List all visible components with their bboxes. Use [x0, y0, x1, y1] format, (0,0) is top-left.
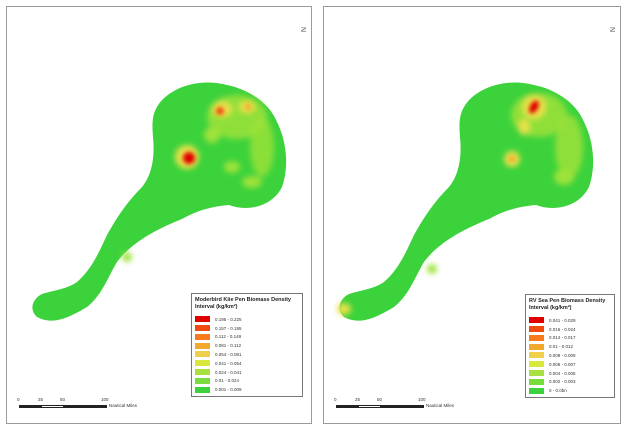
legend-rows: 0.195 - 0.225 0.157 - 0.195 0.112 - 0.149 0… — [195, 315, 299, 394]
density-fill-base — [32, 82, 287, 321]
legend-item: 0.008 - 0.009 — [529, 351, 611, 360]
legend-swatch — [529, 378, 544, 385]
legend-label: 0.014 - 0.017 — [549, 335, 576, 341]
legend-label: 0.041 - 0.029 — [549, 317, 576, 323]
legend-label: 0.01 - 0.024 — [215, 378, 240, 384]
legend-item: 0.002 - 0.003 — [529, 377, 611, 386]
legend-item: 0.016 - 0.024 — [529, 325, 611, 334]
scale-ticks: 0 25 50 100 — [332, 397, 462, 404]
legend-item: 0.081 - 0.112 — [195, 341, 299, 350]
scale-unit: Nautical Miles — [109, 403, 138, 408]
legend-label: 0.024 - 0.041 — [215, 369, 242, 375]
legend-swatch — [195, 386, 210, 393]
density-map-left — [32, 82, 287, 321]
legend-label: 0.195 - 0.225 — [215, 316, 242, 322]
scale-tick: 25 — [38, 397, 44, 402]
legend-item: 0.157 - 0.195 — [195, 324, 299, 333]
legend-item: 0.006 - 0.007 — [529, 360, 611, 369]
density-map-right — [337, 82, 594, 321]
legend-label: 0.081 - 0.112 — [215, 343, 242, 349]
legend-item: 0.024 - 0.041 — [195, 368, 299, 377]
legend-swatch — [529, 352, 544, 359]
legend-swatch — [195, 360, 210, 367]
legend-swatch — [195, 333, 210, 340]
legend-left: Moderbird Kiie Pen Biomass Density Inter… — [191, 293, 303, 398]
legend-item: 0.195 - 0.225 — [195, 315, 299, 324]
north-arrow: N — [608, 27, 615, 33]
legend-item: 0.01 - 0.024 — [195, 376, 299, 385]
legend-swatch — [195, 351, 210, 358]
legend-swatch — [529, 343, 544, 350]
legend-right: RV Sea Pen Biomass Density Interval (kg/… — [525, 294, 615, 399]
legend-label: 0.112 - 0.149 — [215, 334, 242, 340]
scale-ticks: 0 25 50 100 — [15, 397, 145, 404]
legend-item: 0.041 - 0.054 — [195, 359, 299, 368]
legend-swatch — [529, 361, 544, 368]
density-peaks-left — [183, 104, 251, 164]
legend-label: 0.157 - 0.195 — [215, 325, 242, 331]
legend-label: 0.001 - 0.009 — [215, 387, 242, 393]
legend-label: 0.01 - 0.012 — [549, 344, 574, 350]
scale-tick: 50 — [377, 397, 383, 402]
legend-item: 0.014 - 0.017 — [529, 333, 611, 342]
legend-label: 0.054 - 0.081 — [215, 351, 242, 357]
legend-item: 0.001 - 0.009 — [195, 385, 299, 394]
legend-swatch — [529, 326, 544, 333]
legend-rows: 0.041 - 0.029 0.016 - 0.024 0.014 - 0.017 0… — [529, 316, 611, 395]
legend-item: 0.054 - 0.081 — [195, 350, 299, 359]
scale-bar-right: 0 25 50 100 Nautical Miles — [332, 397, 462, 417]
legend-swatch — [195, 342, 210, 349]
legend-swatch — [195, 325, 210, 332]
legend-title: RV Sea Pen Biomass Density Interval (kg/… — [529, 298, 606, 312]
map-panel-right: N RV Sea Pen Biomass Density Interval (k… — [323, 6, 621, 424]
north-arrow: N — [299, 27, 306, 33]
density-hotspots-right — [337, 93, 583, 315]
scale-tick: 25 — [355, 397, 361, 402]
legend-item: 0.041 - 0.029 — [529, 316, 611, 325]
scale-line — [19, 405, 107, 408]
legend-swatch — [529, 387, 544, 394]
legend-swatch — [195, 369, 210, 376]
density-fill-base — [339, 82, 594, 321]
scale-tick: 0 — [334, 397, 337, 402]
legend-label: 0.008 - 0.009 — [549, 352, 576, 358]
legend-label: 0.006 - 0.007 — [549, 361, 576, 367]
survey-area-right — [339, 82, 594, 321]
legend-swatch — [529, 334, 544, 341]
density-hotspots-left — [122, 95, 274, 262]
legend-title: Moderbird Kiie Pen Biomass Density Inter… — [195, 297, 291, 311]
survey-area-left — [32, 82, 287, 321]
legend-item: 0.01 - 0.012 — [529, 342, 611, 351]
scale-bar-left: 0 25 50 100 Nautical Miles — [15, 397, 145, 417]
legend-swatch — [195, 316, 210, 323]
scale-tick: 50 — [60, 397, 66, 402]
legend-label: 0.002 - 0.003 — [549, 379, 576, 385]
legend-swatch — [529, 317, 544, 324]
map-panel-left: N Moderbird Kiie Pen Biomass Density Int… — [6, 6, 312, 424]
legend-swatch — [529, 370, 544, 377]
scale-unit: Nautical Miles — [426, 403, 455, 408]
scale-line — [336, 405, 424, 408]
legend-label: 0 - 0.0bn — [549, 388, 567, 394]
legend-label: 0.041 - 0.054 — [215, 360, 242, 366]
scale-tick: 0 — [17, 397, 20, 402]
legend-item: 0.004 - 0.005 — [529, 369, 611, 378]
legend-item: 0 - 0.0bn — [529, 386, 611, 395]
density-peaks-right — [509, 100, 539, 162]
legend-item: 0.112 - 0.149 — [195, 332, 299, 341]
scale-tick: 100 — [418, 397, 426, 402]
legend-swatch — [195, 377, 210, 384]
legend-label: 0.016 - 0.024 — [549, 326, 576, 332]
legend-label: 0.004 - 0.005 — [549, 370, 576, 376]
scale-tick: 100 — [101, 397, 109, 402]
